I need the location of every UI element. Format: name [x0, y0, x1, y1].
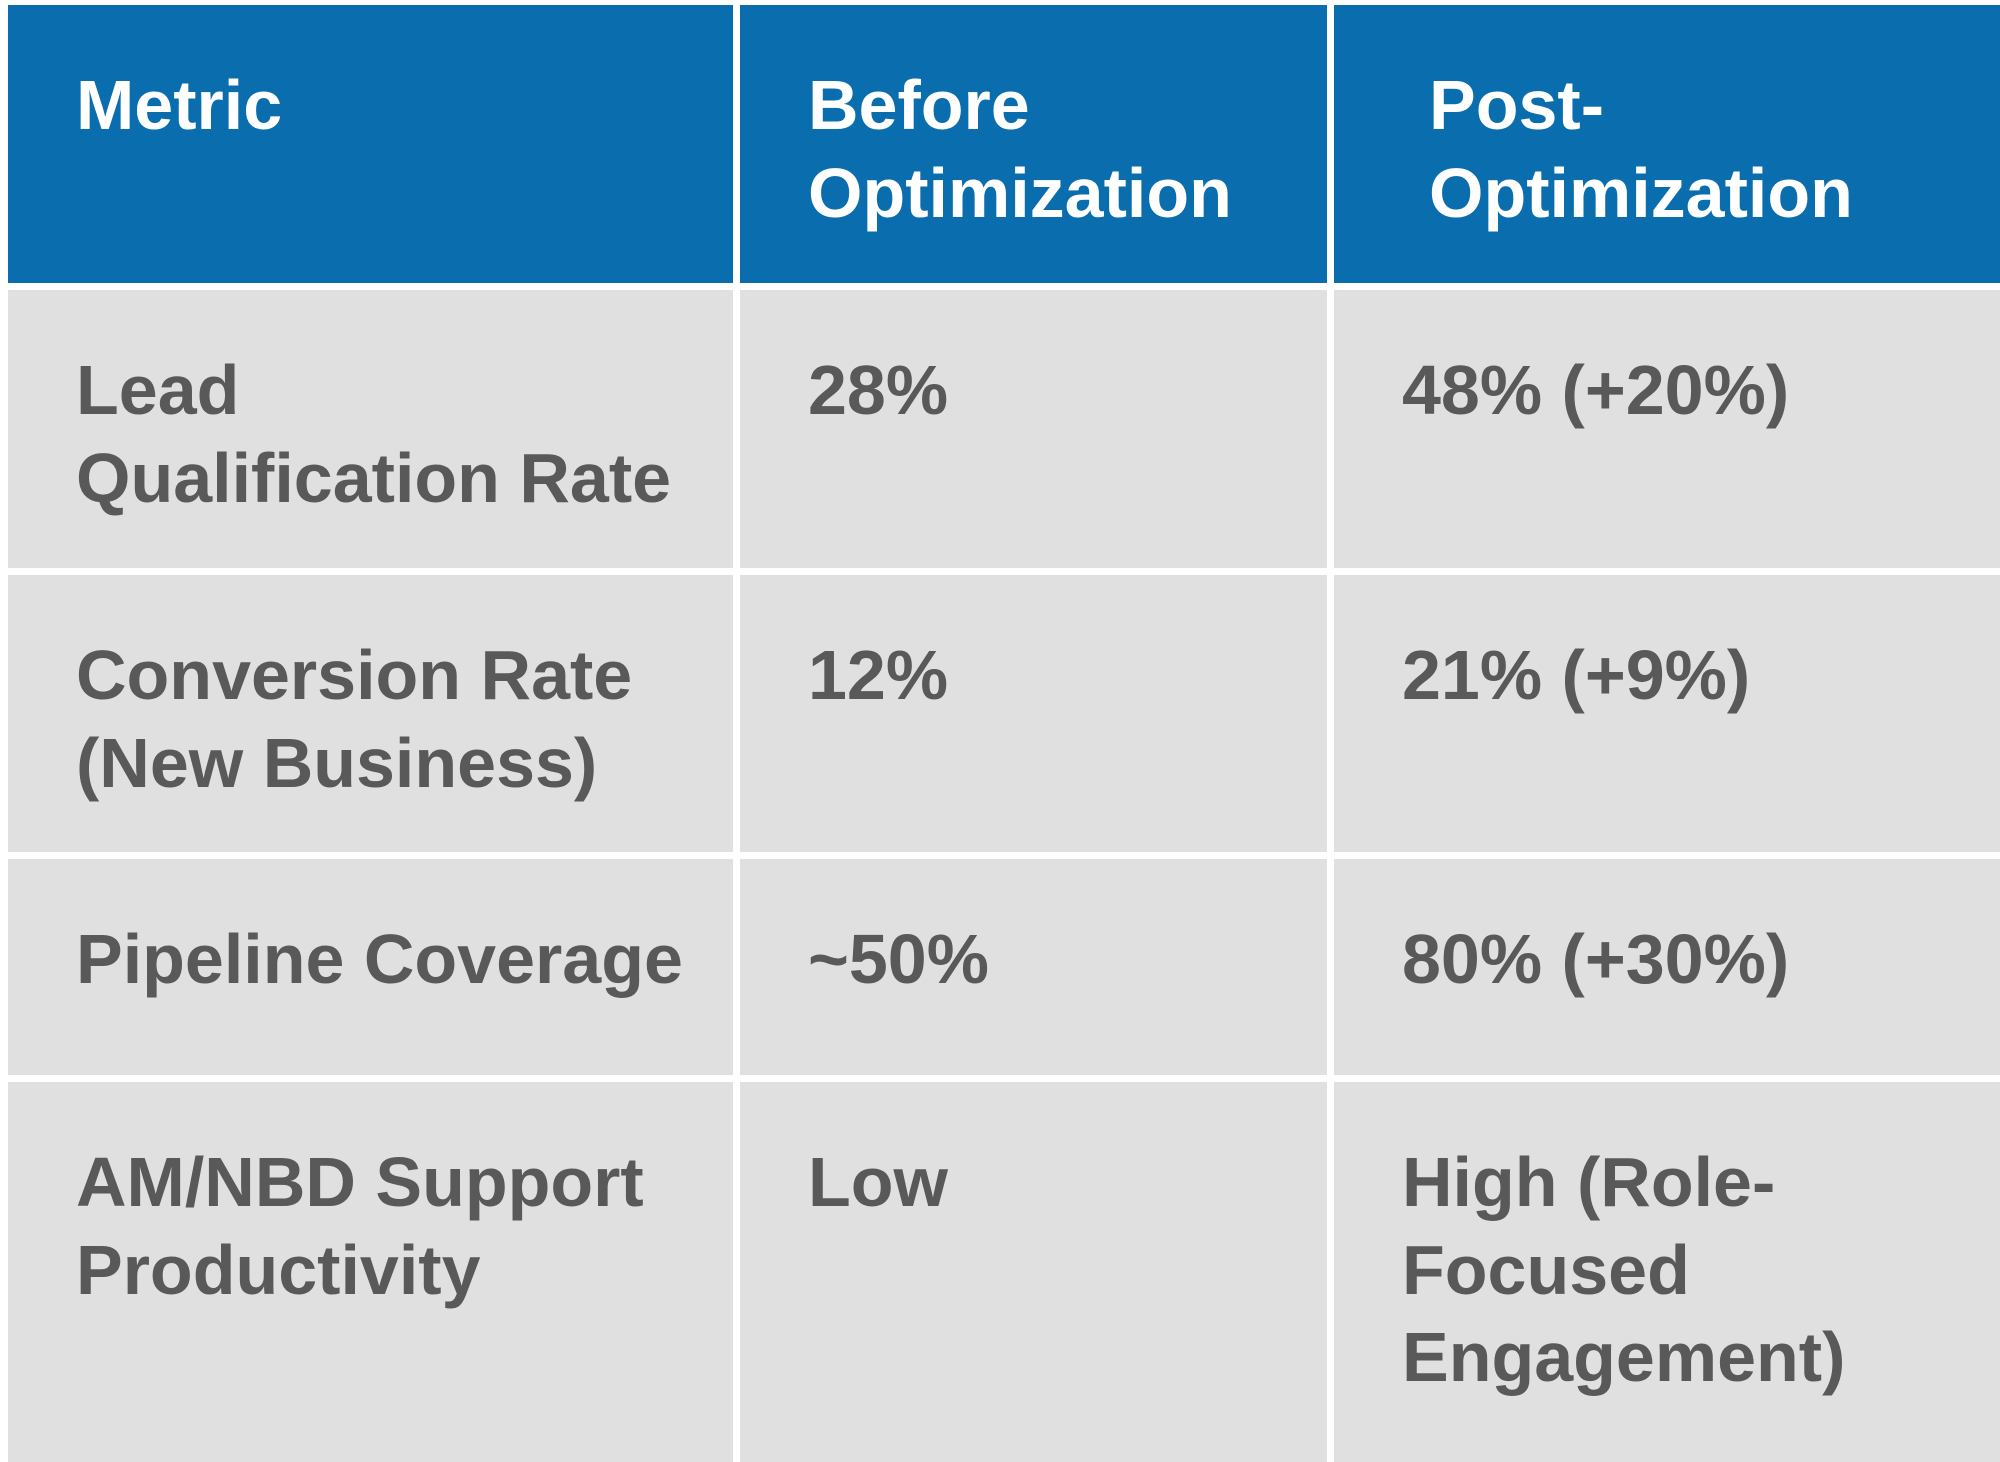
- cell-before-lead-qualification-rate: 28%: [740, 290, 1327, 568]
- cell-metric-conversion-rate: Conversion Rate (New Business): [8, 575, 733, 852]
- cell-post-am-nbd-support-productivity: High (Role- Focused Engagement): [1334, 1082, 2000, 1462]
- cell-metric-lead-qualification-rate: Lead Qualification Rate: [8, 290, 733, 568]
- cell-before-am-nbd-support-productivity: Low: [740, 1082, 1327, 1462]
- cell-post-pipeline-coverage: 80% (+30%): [1334, 859, 2000, 1075]
- cell-post-conversion-rate: 21% (+9%): [1334, 575, 2000, 852]
- header-cell-metric: Metric: [8, 5, 733, 283]
- cell-metric-am-nbd-support-productivity: AM/NBD Support Productivity: [8, 1082, 733, 1462]
- cell-before-conversion-rate: 12%: [740, 575, 1327, 852]
- cell-before-pipeline-coverage: ~50%: [740, 859, 1327, 1075]
- cell-post-lead-qualification-rate: 48% (+20%): [1334, 290, 2000, 568]
- cell-metric-pipeline-coverage: Pipeline Coverage: [8, 859, 733, 1075]
- header-cell-before-optimization: Before Optimization: [740, 5, 1327, 283]
- metrics-comparison-table: Metric Before Optimization Post- Optimiz…: [8, 5, 2000, 1462]
- header-cell-post-optimization: Post- Optimization: [1334, 5, 2000, 283]
